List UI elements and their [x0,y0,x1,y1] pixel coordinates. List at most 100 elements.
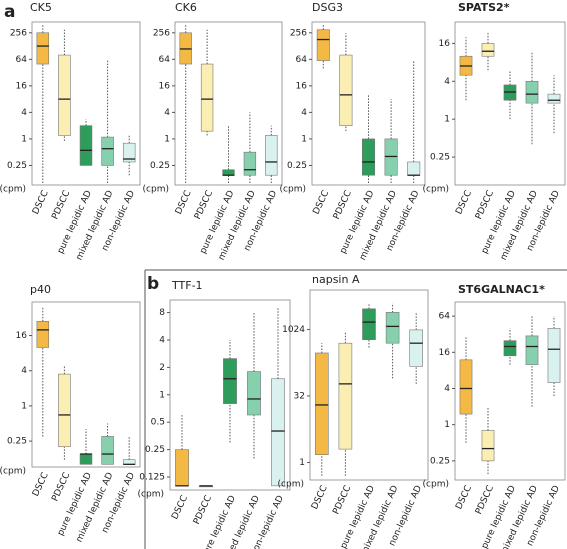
x-tick-label: DSCC [312,189,332,216]
x-tick-label: DSCC [310,484,330,511]
box [316,29,330,61]
y-unit: (cpm) [280,185,306,195]
box [315,352,329,455]
y-tick-label: 4 [164,108,170,118]
y-tick-label: 1 [301,134,307,144]
box [79,453,93,465]
x-tick-label: DSCC [31,471,51,498]
box [79,125,93,166]
box [200,63,214,132]
y-tick-label: 256 [10,28,27,38]
box [222,169,235,176]
chart-title: CK5 [30,1,52,14]
x-tick-label: PDSCC [50,189,72,221]
y-tick-label: 1024 [282,325,305,335]
box [58,54,71,136]
box [525,335,539,365]
chart-title: napsin A [312,273,360,286]
plot-frame [174,21,283,186]
y-tick-label: 16 [16,81,28,91]
box [122,459,136,465]
y-unit: (cpm) [0,467,26,477]
box [525,80,539,104]
y-tick-label: 8 [159,308,165,318]
y-tick-label: 4 [21,108,27,118]
y-tick-label: 16 [16,331,28,341]
y-tick-label: 32 [294,391,305,401]
y-tick-label: 1 [159,390,165,400]
y-tick-label: 0.125 [139,473,165,483]
chart-title: p40 [30,283,51,296]
y-tick-label: 2 [159,363,165,373]
panel-label: b [147,274,159,294]
x-tick-label: DSCC [454,484,474,511]
box [247,371,261,416]
y-tick-label: 0.25 [145,445,165,455]
box [122,142,136,163]
box [271,378,285,487]
chart-title: TTF-1 [171,279,203,292]
box [36,321,50,348]
y-tick-label: 256 [153,28,170,38]
y-unit: (cpm) [278,480,304,490]
y-tick-label: 64 [159,55,171,65]
box [481,43,495,57]
plot-frame [454,21,566,186]
box [481,430,495,462]
chart-title: DSG3 [312,1,343,14]
y-tick-label: 0.25 [430,456,450,466]
box [547,328,561,383]
plot-frame [309,289,429,481]
panel-label: a [4,2,15,22]
box [101,436,114,465]
plot-frame [31,301,141,468]
box [243,151,257,176]
box [338,342,353,450]
y-tick-label: 1 [21,134,27,144]
box [265,135,278,176]
y-tick-label: 4 [444,384,450,394]
y-tick-label: 256 [290,28,307,38]
chart-title: SPATS2* [458,1,510,14]
x-tick-label: PDSCC [332,189,354,221]
plot-frame [454,301,566,481]
box [407,161,421,176]
x-tick-label: PDSCC [192,494,214,526]
y-tick-label: 64 [439,312,451,322]
y-unit: (cpm) [138,490,164,500]
box [101,136,114,166]
x-tick-label: PDSCC [474,484,496,516]
y-tick-label: 4 [301,108,307,118]
y-tick-label: 1 [444,115,450,125]
x-tick-label: DSCC [31,189,51,216]
box [223,358,237,404]
y-unit: (cpm) [423,480,449,490]
chart-title: CK6 [175,1,197,14]
box [362,308,376,340]
box [503,340,517,357]
x-tick-label: DSCC [170,494,190,521]
y-tick-label: 0.25 [7,437,27,447]
y-tick-label: 4 [159,335,165,345]
box [385,312,400,344]
x-tick-label: DSCC [174,189,194,216]
chart-title: ST6GALNAC1* [458,283,545,296]
box [58,373,71,448]
plot-frame [311,21,426,186]
y-tick-label: 0.25 [150,161,170,171]
box [175,449,189,487]
y-unit: (cpm) [423,185,449,195]
box [339,54,353,126]
y-unit: (cpm) [143,185,169,195]
y-tick-label: 4 [444,77,450,87]
x-tick-label: PDSCC [474,189,496,221]
x-tick-label: PDSCC [50,471,72,503]
x-tick-label: DSCC [454,189,474,216]
y-tick-label: 1 [21,401,27,411]
box [409,329,423,367]
y-tick-label: 0.25 [287,161,307,171]
y-tick-label: 16 [159,81,171,91]
plot-frame [31,21,141,186]
box [36,32,50,65]
